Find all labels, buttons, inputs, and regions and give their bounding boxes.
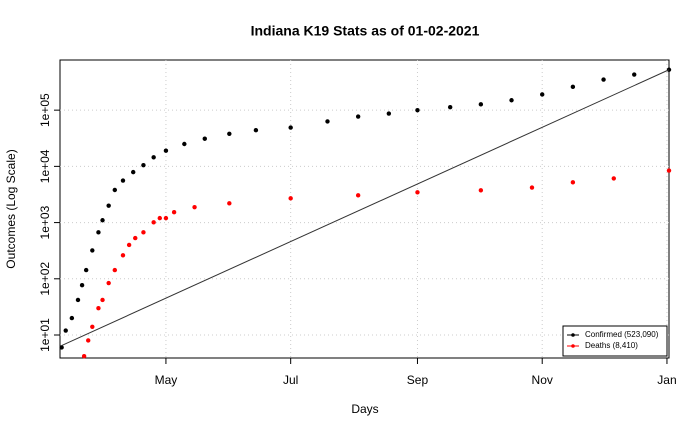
data-point (163, 148, 169, 153)
y-tick-label: 1e+02 (38, 262, 52, 296)
data-point (79, 282, 85, 288)
data-point (601, 77, 606, 82)
data-point (666, 168, 672, 173)
legend-box (562, 325, 668, 357)
data-point (106, 203, 111, 208)
data-point (90, 324, 95, 329)
data-point (611, 176, 616, 181)
data-point (81, 353, 87, 359)
legend-marker (571, 344, 575, 348)
data-point (386, 111, 392, 116)
data-point (83, 267, 89, 273)
data-point (163, 215, 169, 221)
data-point (325, 119, 330, 124)
data-point (69, 315, 75, 321)
data-point (288, 196, 293, 201)
y-tick-label: 1e+04 (38, 149, 52, 183)
legend-label: Confirmed (523,090) (585, 330, 659, 339)
data-point (151, 220, 156, 225)
data-point (355, 193, 361, 198)
data-point (509, 98, 514, 103)
data-point (415, 107, 420, 113)
data-point (86, 338, 91, 343)
chart-title: Indiana K19 Stats as of 01-02-2021 (251, 23, 480, 39)
data-point (75, 297, 81, 303)
y-tick-label: 1e+01 (38, 318, 52, 352)
reference-line (61, 69, 670, 346)
data-point (415, 190, 420, 195)
data-point (90, 248, 95, 253)
y-axis-label: Outcomes (Log Scale) (4, 149, 18, 268)
data-point (447, 104, 453, 110)
data-point (120, 178, 126, 183)
data-point (100, 218, 105, 223)
x-tick-label: Sep (407, 373, 429, 387)
data-point (227, 201, 232, 206)
data-point (141, 162, 146, 168)
x-tick-label: Jul (283, 373, 298, 387)
data-point (202, 136, 207, 141)
data-point (120, 253, 126, 258)
data-point (59, 345, 64, 350)
data-point (112, 267, 118, 273)
data-point (171, 209, 177, 215)
data-point (253, 127, 259, 133)
data-point (570, 84, 576, 90)
x-tick-label: Nov (532, 373, 553, 387)
x-tick-label: May (155, 373, 178, 387)
data-point (131, 169, 136, 175)
y-tick-label: 1e+03 (38, 205, 52, 239)
data-point (112, 187, 118, 193)
data-point (133, 235, 138, 241)
data-point (540, 92, 545, 97)
data-point (227, 131, 232, 136)
data-point (63, 328, 68, 333)
data-point (355, 114, 361, 119)
x-tick-label: Jan (657, 373, 676, 387)
legend-label: Deaths (8,410) (585, 341, 638, 350)
legend-marker (571, 333, 575, 337)
data-point (570, 180, 576, 185)
data-point (96, 230, 101, 235)
data-point (151, 155, 156, 160)
data-point (157, 215, 162, 221)
data-point (478, 102, 484, 107)
data-point (126, 242, 132, 248)
y-tick-label: 1e+05 (38, 93, 52, 127)
data-point (141, 230, 146, 235)
data-point (529, 185, 535, 190)
data-point (106, 280, 111, 286)
plot-frame (59, 59, 670, 359)
data-point (478, 188, 484, 193)
data-point (100, 297, 105, 303)
data-point (96, 305, 101, 311)
data-point (632, 72, 637, 77)
x-axis-label: Days (351, 402, 378, 416)
data-point (288, 125, 293, 130)
data-point (182, 141, 187, 147)
data-point (192, 204, 197, 210)
